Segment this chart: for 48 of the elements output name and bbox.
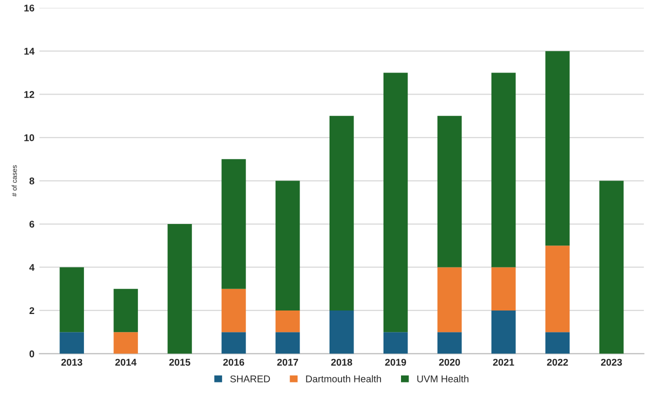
y-tick-label: 0 xyxy=(30,350,34,358)
x-tick-label: 2023 xyxy=(601,358,622,366)
bar xyxy=(383,332,408,354)
bar xyxy=(437,116,462,268)
bar xyxy=(491,72,516,268)
x-tick-label: 2022 xyxy=(547,358,568,366)
x-tick-label: 2021 xyxy=(493,358,514,366)
bar xyxy=(60,332,84,354)
bar xyxy=(276,310,300,332)
x-tick-label: 2020 xyxy=(439,358,460,366)
y-tick-label: 6 xyxy=(30,220,34,228)
bar xyxy=(168,224,192,354)
bar xyxy=(276,332,300,354)
bar xyxy=(222,288,246,332)
bar xyxy=(276,180,300,310)
x-tick-label: 2017 xyxy=(277,358,298,366)
y-tick-label: 2 xyxy=(29,307,34,314)
y-tick-label: 10 xyxy=(24,134,34,142)
bar xyxy=(545,246,570,332)
bar xyxy=(222,159,246,289)
legend-label: SHARED xyxy=(230,375,270,382)
y-tick-label: 16 xyxy=(24,4,34,12)
bar xyxy=(491,267,516,310)
bar xyxy=(329,310,354,354)
bar xyxy=(545,51,570,246)
bar xyxy=(545,332,570,354)
bar xyxy=(437,267,462,332)
x-tick-label: 2018 xyxy=(331,358,352,366)
y-tick-label: 4 xyxy=(29,264,35,271)
x-tick-label: 2016 xyxy=(223,358,244,366)
bar xyxy=(599,180,624,354)
legend-label: Dartmouth Health xyxy=(306,375,381,382)
bar xyxy=(114,288,138,332)
x-tick-label: 2015 xyxy=(169,358,190,366)
bar xyxy=(437,332,462,354)
bar xyxy=(329,116,354,310)
bar xyxy=(491,310,516,354)
x-tick-label: 2014 xyxy=(115,358,137,366)
y-tick-label: 8 xyxy=(29,178,34,184)
x-tick-label: 2013 xyxy=(61,358,82,366)
x-tick-label: 2019 xyxy=(385,358,406,366)
y-tick-label: 14 xyxy=(24,48,35,55)
bar xyxy=(222,332,246,354)
y-tick-label: 12 xyxy=(24,91,34,98)
bar xyxy=(114,332,138,354)
bar xyxy=(60,267,84,332)
legend-label: UVM Health xyxy=(417,375,468,382)
bar xyxy=(383,72,408,332)
